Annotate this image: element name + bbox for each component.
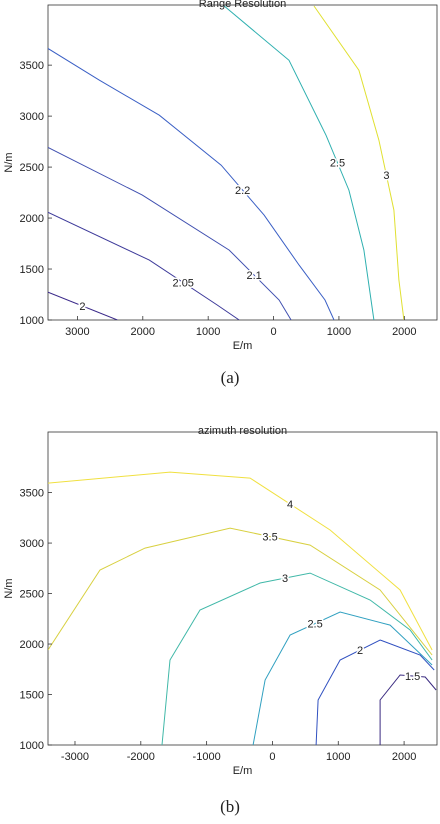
x-tick-label: 1000 [196, 326, 220, 338]
y-tick-label: 1500 [20, 264, 44, 276]
contour-label: 1.5 [405, 671, 420, 683]
contours [48, 5, 405, 320]
contour-label: 3.5 [262, 532, 277, 544]
contour-label: 2 [79, 301, 85, 313]
x-tick-label: 2000 [392, 326, 416, 338]
contour-line [48, 211, 240, 320]
x-tick-label: 1000 [326, 751, 350, 763]
contour-line [223, 5, 375, 320]
y-tick-label: 2500 [20, 589, 44, 601]
contour-line [315, 639, 435, 745]
contour-label: 2.5 [307, 619, 322, 631]
x-tick-label: 1000 [327, 326, 351, 338]
x-tick-label: 2000 [131, 326, 155, 338]
x-tick-label: 0 [270, 326, 276, 338]
chart-title: Range Resolution [199, 0, 286, 10]
y-tick-label: 1500 [20, 690, 44, 702]
chart-title: azimuth resolution [198, 425, 287, 437]
x-axis-label: E/m [233, 340, 253, 352]
contour-line [48, 471, 433, 651]
y-tick-label: 2000 [20, 213, 44, 225]
contour-line [379, 674, 437, 745]
contour-label: 2.1 [246, 270, 261, 282]
contour-label: 3 [383, 170, 389, 182]
caption: (b) [220, 797, 240, 816]
contour-line [48, 291, 118, 320]
y-tick-label: 2000 [20, 639, 44, 651]
x-tick-label: 2000 [392, 751, 416, 763]
plot-area [47, 431, 438, 746]
contour-label: 2.05 [173, 278, 194, 290]
contour-line [48, 527, 433, 656]
y-tick-label: 2500 [20, 162, 44, 174]
contour-label: 2 [357, 645, 363, 657]
y-tick-label: 3000 [20, 111, 44, 123]
y-tick-label: 3500 [20, 488, 44, 500]
contour-label: 4 [287, 499, 293, 511]
x-tick-label: -1000 [193, 751, 221, 763]
x-tick-label: 3000 [65, 326, 89, 338]
contours [48, 471, 437, 745]
x-tick-label: -2000 [127, 751, 155, 763]
x-axis-label: E/m [233, 765, 253, 777]
y-tick-label: 1000 [20, 315, 44, 327]
y-tick-label: 3500 [20, 60, 44, 72]
y-tick-label: 3000 [20, 538, 44, 550]
contour-label: 2.2 [235, 185, 250, 197]
contour-line [48, 47, 335, 320]
contour-line [252, 611, 433, 745]
y-tick-label: 1000 [20, 740, 44, 752]
x-tick-label: 0 [269, 751, 275, 763]
contour-label: 3 [282, 573, 288, 585]
contour-line [313, 5, 405, 320]
caption: (a) [221, 368, 240, 387]
plot-area [47, 4, 438, 321]
contour-line [161, 572, 433, 745]
y-axis-label: N/m [3, 578, 15, 598]
x-tick-label: -3000 [61, 751, 89, 763]
contour-line [48, 146, 292, 320]
contour-label: 2.5 [330, 158, 345, 170]
y-axis-label: N/m [3, 152, 15, 172]
